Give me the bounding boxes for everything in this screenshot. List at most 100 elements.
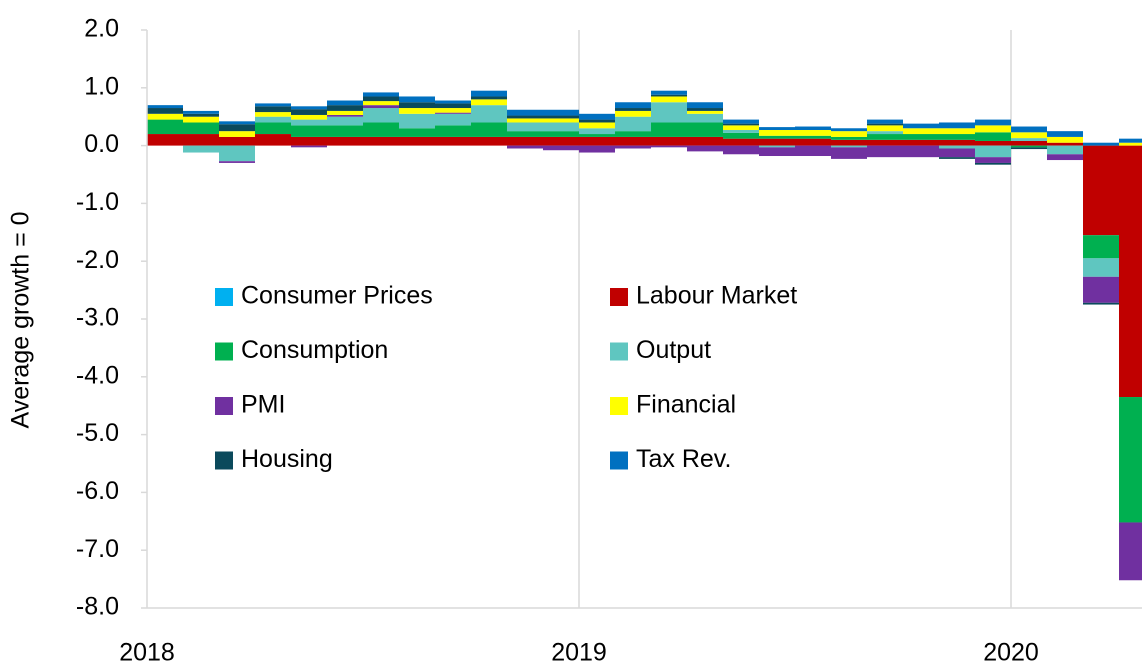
bar-segment — [471, 122, 507, 137]
bar-segment — [363, 136, 399, 146]
bar-segment — [1011, 132, 1047, 139]
bar-segment — [579, 119, 615, 123]
bar-segment — [219, 131, 255, 137]
legend-label: Output — [636, 336, 711, 364]
bar-segment — [435, 108, 471, 113]
bar-segment — [939, 145, 975, 149]
bar-segment — [327, 116, 363, 126]
bar-segment — [759, 135, 795, 139]
bar-segment — [615, 102, 651, 109]
bar-segment — [831, 145, 867, 148]
bar-segment — [147, 119, 183, 135]
bar-segment — [867, 134, 903, 140]
bar-segment — [903, 123, 939, 129]
bar-segment — [939, 157, 975, 159]
bar-segment — [723, 132, 759, 139]
bar-segment — [1047, 131, 1083, 137]
bar-segment — [543, 145, 579, 151]
bar-segment — [183, 145, 219, 153]
bar-segment — [399, 108, 435, 114]
bar-segment — [759, 147, 795, 157]
bar-segment — [795, 145, 831, 157]
bar-segment — [579, 122, 615, 129]
legend-swatch — [610, 397, 628, 415]
bar-segment — [327, 100, 363, 106]
bar-segment — [975, 132, 1011, 141]
bar-segment — [723, 138, 759, 146]
bar-segment — [543, 136, 579, 146]
bar-segment — [255, 103, 291, 107]
bar-segment — [147, 108, 183, 114]
bar-segment — [363, 105, 399, 109]
bar-segment — [687, 102, 723, 109]
bar-segment — [795, 129, 831, 136]
bar-segment — [615, 110, 651, 117]
bar-segment — [1011, 147, 1047, 150]
bar-segment — [255, 112, 291, 117]
bar-segment — [183, 113, 219, 117]
bar-segment — [867, 119, 903, 124]
y-tick-label: -3.0 — [76, 304, 119, 332]
bar-segment — [579, 113, 615, 120]
bar-segment — [1083, 235, 1119, 259]
bar-segment — [363, 122, 399, 137]
bar-segment — [651, 96, 687, 103]
bar-segment — [1119, 138, 1142, 143]
bar-segment — [435, 125, 471, 137]
bar-segment — [1047, 154, 1083, 161]
bar-segment — [291, 109, 327, 115]
bar-segment — [651, 94, 687, 97]
bar-segment — [975, 145, 1011, 158]
bar-segment — [975, 119, 1011, 126]
bar-segment — [255, 122, 291, 135]
bar-segment — [615, 116, 651, 132]
bar-segment — [399, 113, 435, 129]
bar-segment — [723, 129, 759, 133]
bar-segment — [723, 123, 759, 126]
y-tick-label: -8.0 — [76, 593, 119, 621]
bar-segment — [363, 96, 399, 102]
bar-segment — [579, 145, 615, 153]
bar-segment — [507, 131, 543, 137]
bar-segment — [219, 161, 255, 163]
bar-segment — [471, 99, 507, 106]
bar-segment — [651, 122, 687, 137]
bar-segment — [471, 90, 507, 97]
bar-segment — [399, 128, 435, 137]
bar-segment — [435, 103, 471, 109]
y-tick-label: 0.0 — [84, 130, 119, 158]
bar-segment — [219, 121, 255, 125]
bar-segment — [219, 136, 255, 146]
bar-segment — [291, 136, 327, 146]
bar-segment — [471, 96, 507, 100]
bar-segment — [687, 108, 723, 111]
legend-label: Consumption — [241, 336, 388, 364]
bar-segment — [183, 134, 219, 146]
bar-segment — [399, 96, 435, 103]
bar-segment — [867, 125, 903, 132]
x-tick-label: 2018 — [119, 639, 175, 667]
bar-segment — [363, 92, 399, 97]
bar-segment — [1047, 136, 1083, 143]
bar-segment — [903, 128, 939, 135]
bar-segment — [1119, 397, 1142, 523]
bar-segment — [1119, 142, 1142, 146]
bar-segment — [831, 131, 867, 137]
legend-swatch — [215, 288, 233, 306]
bar-segment — [579, 134, 615, 137]
bar-segment — [147, 113, 183, 120]
bar-segment — [507, 118, 543, 123]
bar-segment — [867, 131, 903, 135]
bar-segment — [399, 102, 435, 109]
legend-swatch — [215, 451, 233, 470]
bar-segment — [291, 125, 327, 137]
bar-segment — [435, 136, 471, 146]
bar-segment — [651, 102, 687, 123]
bar-segment — [831, 139, 867, 146]
bar-segment — [939, 134, 975, 140]
legend-label: Housing — [241, 445, 333, 473]
bar-segment — [687, 136, 723, 146]
bar-segment — [687, 113, 723, 123]
bar-segment — [1047, 145, 1083, 155]
